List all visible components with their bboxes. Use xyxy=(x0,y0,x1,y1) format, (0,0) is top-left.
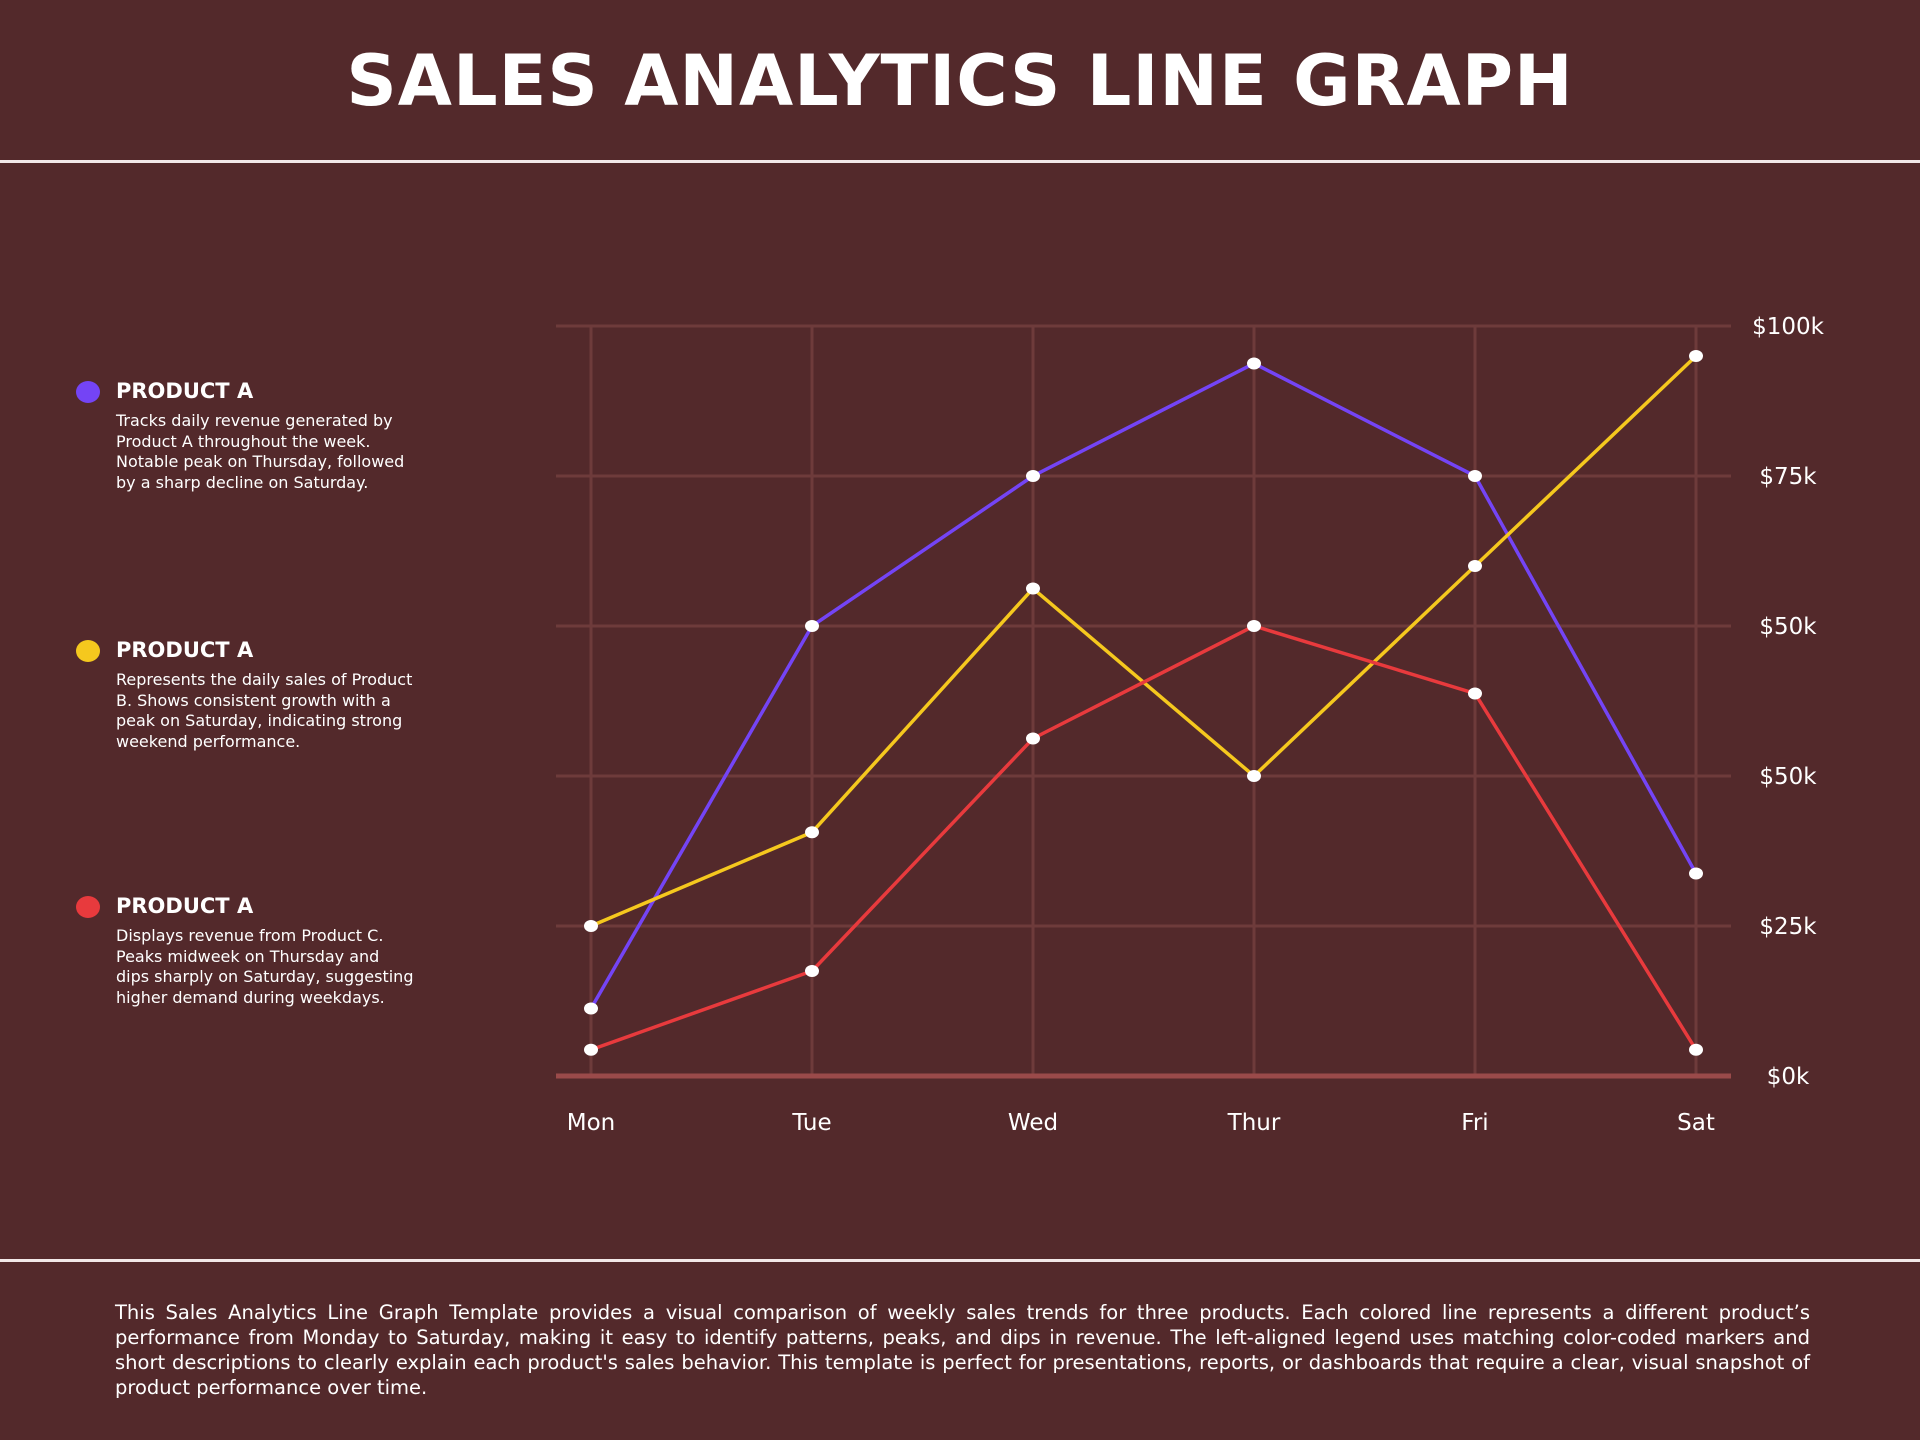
y-tick-label: $100k xyxy=(1752,314,1825,340)
series-line-1 xyxy=(589,361,1698,1010)
data-point-marker xyxy=(584,920,598,932)
data-point-marker xyxy=(1468,560,1482,572)
x-tick-label: Mon xyxy=(567,1110,616,1136)
series-line-2 xyxy=(590,354,1698,928)
y-tick-label: $25k xyxy=(1759,914,1817,940)
y-tick-label: $50k xyxy=(1759,614,1817,640)
legend-description: Tracks daily revenue generated by Produc… xyxy=(116,411,405,492)
header-divider xyxy=(0,160,1920,163)
data-point-marker xyxy=(1689,1043,1703,1056)
x-tick-label: Thur xyxy=(1227,1110,1281,1136)
data-point-marker xyxy=(1247,357,1261,370)
data-point-marker xyxy=(805,826,819,839)
data-point-marker xyxy=(805,965,819,977)
footer-description: This Sales Analytics Line Graph Template… xyxy=(115,1301,1810,1399)
data-point-marker xyxy=(805,620,819,632)
data-point-marker xyxy=(1026,732,1040,745)
series-line-3 xyxy=(590,624,1698,1052)
legend-marker-icon xyxy=(76,381,100,403)
footer-divider xyxy=(0,1259,1920,1262)
legend-title: PRODUCT A xyxy=(116,379,254,403)
x-tick-label: Tue xyxy=(791,1110,831,1136)
data-point-marker xyxy=(1026,470,1040,482)
data-point-marker xyxy=(1468,687,1482,700)
legend-marker-icon xyxy=(76,896,100,918)
data-point-marker xyxy=(1247,770,1261,782)
line-chart: $0k $25k $50k $50k $75k $100k Mon Tue Wed Thur Fri… xyxy=(556,314,1825,1136)
x-tick-label: Sat xyxy=(1677,1110,1715,1136)
data-point-marker xyxy=(584,1002,598,1015)
x-tick-label: Fri xyxy=(1461,1110,1488,1136)
x-tick-label: Wed xyxy=(1008,1110,1058,1136)
legend-description: Displays revenue from Product C. Peaks m… xyxy=(116,926,414,1007)
data-point-marker xyxy=(1468,470,1482,482)
legend-title: PRODUCT A xyxy=(116,638,254,662)
y-tick-label: $0k xyxy=(1767,1064,1810,1090)
data-point-marker xyxy=(1689,350,1703,362)
y-tick-label: $75k xyxy=(1759,464,1817,490)
data-point-marker xyxy=(1247,620,1261,632)
legend-title: PRODUCT A xyxy=(116,894,254,918)
legend-description: Represents the daily sales of Product B.… xyxy=(116,670,413,751)
data-point-marker xyxy=(1026,582,1040,595)
data-point-marker xyxy=(1689,867,1703,880)
data-point-marker xyxy=(584,1043,598,1056)
y-tick-label: $50k xyxy=(1759,764,1817,790)
page-title: SALES ANALYTICS LINE GRAPH xyxy=(346,40,1574,122)
legend-marker-icon xyxy=(76,640,100,662)
